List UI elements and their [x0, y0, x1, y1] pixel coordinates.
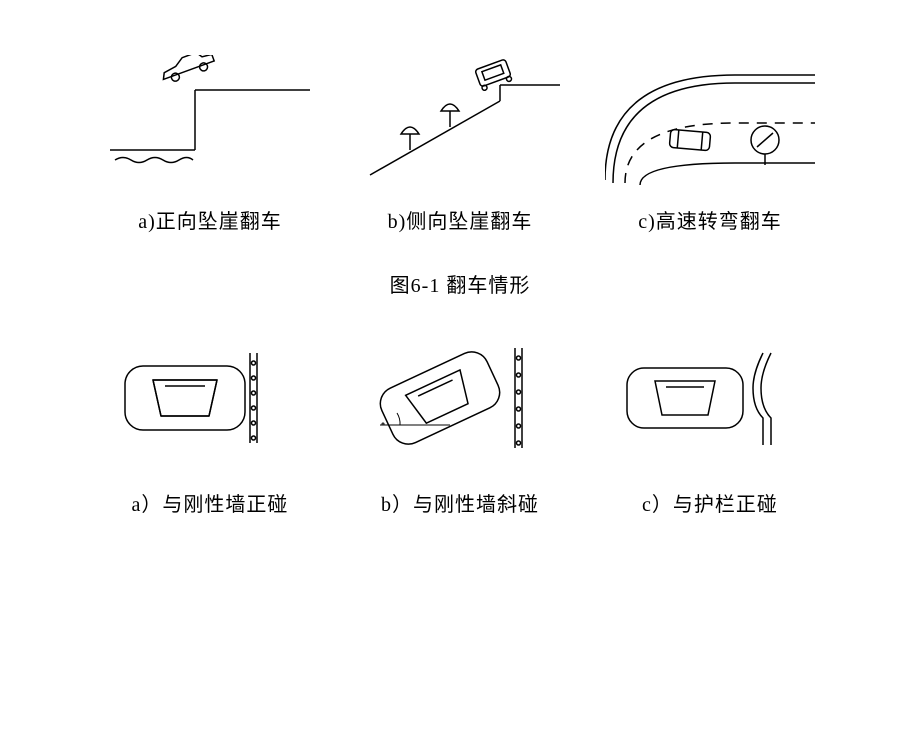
diagram-guardrail-frontal [605, 333, 815, 463]
row-rollover: a)正向坠崖翻车 [0, 55, 920, 234]
caption-r1-b: b)侧向坠崖翻车 [388, 205, 533, 234]
cell-r1-c: c)高速转弯翻车 [605, 55, 815, 234]
figure-title: 图6-1 翻车情形 [0, 269, 920, 298]
cell-r2-a: a）与刚性墙正碰 [105, 333, 315, 517]
diagram-rigid-wall-oblique [355, 333, 565, 463]
cell-r1-a: a)正向坠崖翻车 [105, 55, 315, 234]
cell-r1-b: b)侧向坠崖翻车 [355, 55, 565, 234]
diagram-forward-cliff [105, 55, 315, 185]
row-collision: a）与刚性墙正碰 [0, 333, 920, 517]
caption-r2-b: b）与刚性墙斜碰 [381, 488, 539, 517]
cell-r2-c: c）与护栏正碰 [605, 333, 815, 517]
diagram-rigid-wall-frontal [105, 333, 315, 463]
caption-r2-a: a）与刚性墙正碰 [132, 488, 289, 517]
cell-r2-b: b）与刚性墙斜碰 [355, 333, 565, 517]
caption-r1-c: c)高速转弯翻车 [638, 205, 782, 234]
diagram-side-cliff [355, 55, 565, 185]
diagram-highspeed-turn [605, 55, 815, 185]
caption-r1-a: a)正向坠崖翻车 [138, 205, 282, 234]
caption-r2-c: c）与护栏正碰 [642, 488, 778, 517]
